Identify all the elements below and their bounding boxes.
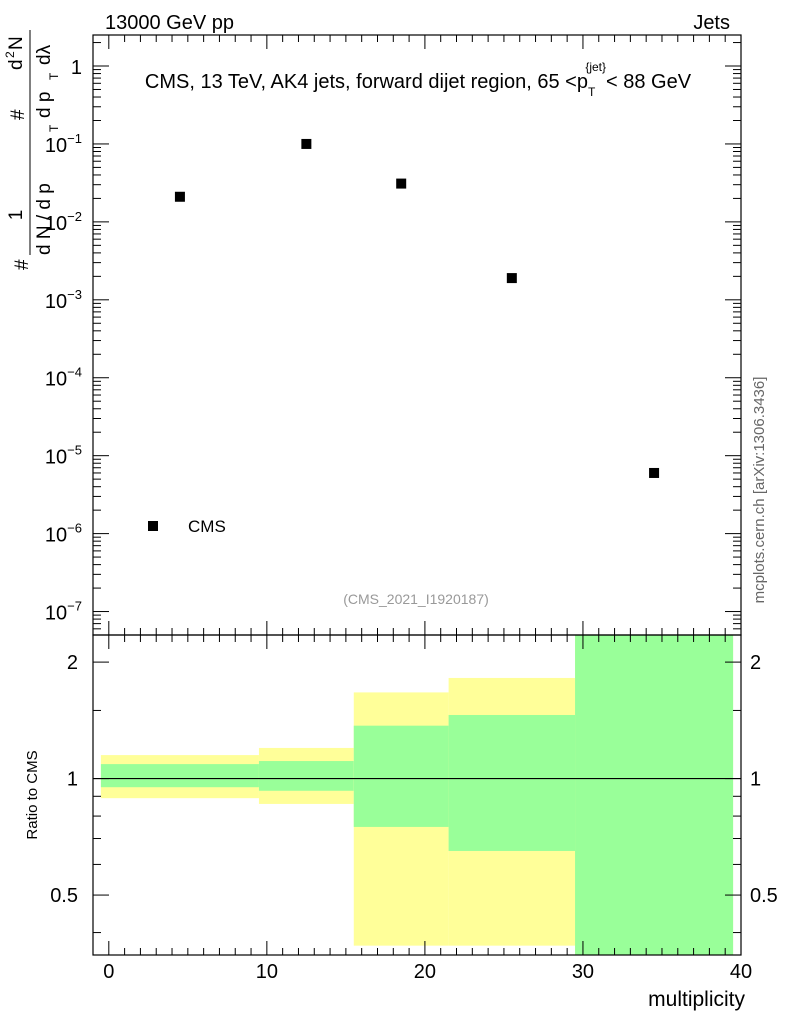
ratio-band-green-2 (353, 725, 449, 827)
main-y-tick-label: 1 (71, 57, 82, 79)
data-points (174, 138, 660, 478)
data-point-1 (301, 138, 312, 149)
data-point-4 (649, 467, 660, 478)
svg-text:#: # (8, 109, 29, 120)
ratio-band-green-3 (448, 714, 576, 851)
data-point-3 (506, 273, 517, 284)
ratio-y-tick-label-right: 2 (750, 652, 761, 674)
svg-text:dλ: dλ (34, 44, 55, 65)
legend-label: CMS (188, 517, 226, 536)
main-y-tick-label: 10−6 (45, 521, 82, 547)
main-y-tick-label: 10−4 (45, 365, 82, 391)
x-tick-label: 10 (256, 961, 278, 983)
ratio-y-tick-label: 2 (67, 652, 78, 674)
ratio-plot-frame (92, 634, 742, 956)
svg-text:d N / d p: d N / d p (34, 183, 55, 255)
main-y-tick-label: 10−2 (45, 209, 82, 235)
chart-title: CMS, 13 TeV, AK4 jets, forward dijet reg… (145, 60, 692, 99)
analysis-id: (CMS_2021_I1920187) (343, 591, 489, 607)
x-tick-label: 40 (730, 961, 752, 983)
y-axis-label-main: # 1 d N / d p T # d p T d 2 N dλ (3, 30, 61, 270)
svg-text:T: T (47, 124, 61, 132)
main-plot-frame (92, 34, 742, 636)
ratio-bands (100, 635, 734, 955)
svg-text:#: # (12, 259, 33, 270)
energy-label: 13000 GeV pp (105, 12, 234, 34)
ratio-band-green-4 (575, 635, 734, 955)
svg-text:d p: d p (34, 92, 55, 118)
axis-ticks (92, 35, 742, 955)
data-point-0 (174, 191, 185, 202)
x-tick-label: 0 (103, 961, 114, 983)
main-y-tick-label: 10−7 (45, 599, 82, 625)
data-point-2 (396, 178, 407, 189)
category-label: Jets (693, 12, 730, 34)
legend-marker (148, 521, 158, 531)
main-y-tick-label: 10−1 (45, 131, 82, 157)
svg-text:T: T (47, 72, 61, 80)
ratio-y-tick-label: 1 (67, 769, 78, 791)
x-tick-label: 20 (414, 961, 436, 983)
y-axis-label-ratio: Ratio to CMS (24, 750, 41, 839)
ratio-band-green-0 (100, 764, 259, 788)
axis-tick-labels: 1 10−1 10−2 10−3 10−4 10−5 10−6 10−7 0 10 20 30 40 0.… (45, 57, 778, 983)
svg-text:1: 1 (6, 210, 27, 221)
main-y-tick-label: 10−5 (45, 443, 82, 469)
ratio-band-green-1 (258, 761, 354, 791)
svg-text:2: 2 (3, 51, 17, 58)
svg-text:d: d (6, 59, 27, 70)
legend: CMS (148, 517, 226, 536)
ratio-y-tick-label-right: 0.5 (750, 885, 778, 907)
ratio-y-tick-label-right: 1 (750, 769, 761, 791)
x-tick-label: 30 (572, 961, 594, 983)
side-label: mcplots.cern.ch [arXiv:1306.3436] (751, 377, 768, 604)
x-axis-label: multiplicity (648, 988, 745, 1011)
svg-text:N: N (6, 36, 27, 50)
ratio-y-tick-label: 0.5 (50, 885, 78, 907)
main-y-tick-label: 10−3 (45, 287, 82, 313)
